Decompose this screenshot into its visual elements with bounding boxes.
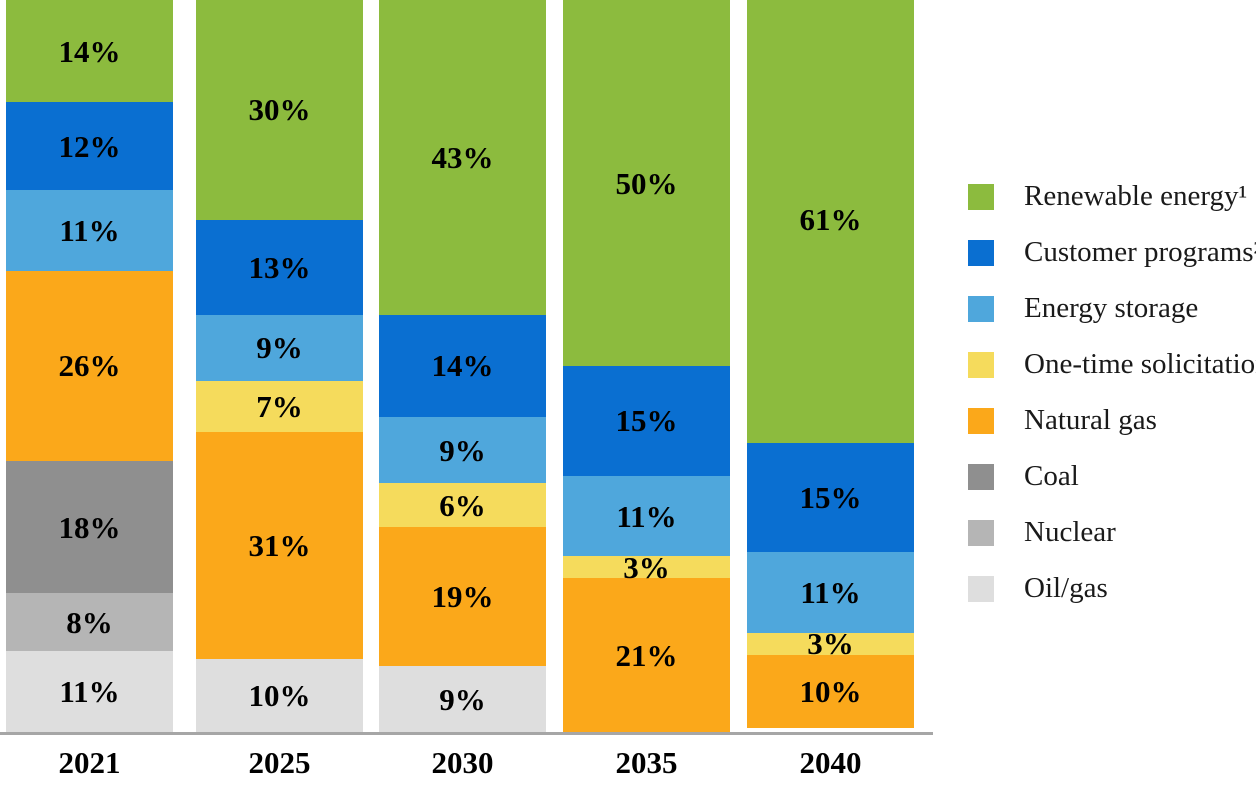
legend-label: One-time solicitation³ — [1024, 348, 1256, 380]
segment-renewable-energy-2025: 30% — [196, 0, 363, 220]
segment-value-label: 9% — [439, 432, 486, 468]
segment-customer-programs-2030: 14% — [379, 314, 546, 418]
legend-item-natural-gas: Natural gas — [968, 404, 1256, 436]
legend-item-energy-storage: Energy storage — [968, 292, 1256, 324]
legend-label: Energy storage — [1024, 292, 1199, 324]
segment-value-label: 15% — [799, 479, 862, 515]
segment-coal-2021: 18% — [6, 461, 173, 593]
segment-value-label: 8% — [66, 604, 113, 640]
legend-label: Coal — [1024, 460, 1079, 492]
segment-value-label: 13% — [248, 249, 311, 285]
segment-energy-storage-2040: 11% — [747, 552, 914, 633]
segment-value-label: 3% — [623, 549, 670, 585]
segment-value-label: 21% — [615, 637, 678, 673]
legend-swatch-oil-gas — [968, 575, 994, 602]
segment-natural-gas-2021: 26% — [6, 270, 173, 462]
segment-renewable-energy-2021: 14% — [6, 0, 173, 103]
segment-value-label: 11% — [59, 674, 120, 710]
segment-customer-programs-2035: 15% — [563, 366, 730, 476]
legend-swatch-customer-programs — [968, 239, 994, 266]
legend-swatch-natural-gas — [968, 407, 994, 434]
legend-item-coal: Coal — [968, 460, 1256, 492]
segment-oil-gas-2021: 11% — [6, 651, 173, 732]
segment-value-label: 3% — [807, 626, 854, 662]
segment-energy-storage-2025: 9% — [196, 314, 363, 381]
segment-value-label: 14% — [431, 348, 494, 384]
legend-swatch-one-time-solicitation — [968, 351, 994, 378]
segment-natural-gas-2035: 21% — [563, 578, 730, 732]
segment-oil-gas-2025: 10% — [196, 658, 363, 732]
segment-renewable-energy-2040: 61% — [747, 0, 914, 443]
x-axis-label-2025: 2025 — [248, 745, 311, 780]
segment-one-time-solicitation-2035: 3% — [563, 552, 730, 583]
segment-energy-storage-2035: 11% — [563, 475, 730, 557]
segment-value-label: 30% — [248, 92, 311, 128]
segment-value-label: 31% — [248, 527, 311, 563]
segment-value-label: 10% — [248, 677, 311, 713]
segment-renewable-energy-2030: 43% — [379, 0, 546, 315]
segment-natural-gas-2030: 19% — [379, 527, 546, 667]
segment-value-label: 43% — [431, 139, 494, 175]
segment-value-label: 9% — [439, 681, 486, 717]
legend-swatch-nuclear — [968, 519, 994, 546]
segment-one-time-solicitation-2030: 6% — [379, 483, 546, 527]
x-axis-baseline — [0, 732, 933, 735]
segment-value-label: 7% — [256, 388, 303, 424]
segment-one-time-solicitation-2040: 3% — [747, 628, 914, 659]
x-axis-label-2035: 2035 — [615, 745, 678, 780]
bar-2035: 50% 15% 11% 3% 21% — [563, 0, 730, 732]
legend-label: Nuclear — [1024, 516, 1116, 548]
legend-item-nuclear: Nuclear — [968, 516, 1256, 548]
legend-swatch-energy-storage — [968, 295, 994, 322]
segment-value-label: 12% — [58, 128, 121, 164]
segment-customer-programs-2025: 13% — [196, 219, 363, 315]
segment-value-label: 11% — [59, 213, 120, 249]
segment-nuclear-2021: 8% — [6, 592, 173, 652]
segment-customer-programs-2040: 15% — [747, 442, 914, 553]
segment-value-label: 61% — [799, 201, 862, 237]
segment-energy-storage-2030: 9% — [379, 417, 546, 484]
bar-2021: 14% 12% 11% 26% 18% 8% 11% — [6, 0, 173, 732]
legend: Renewable energy¹ Customer programs² Energ… — [968, 180, 1256, 631]
bar-2025: 30% 13% 9% 7% 31% 10% — [196, 0, 363, 732]
legend-label: Oil/gas — [1024, 572, 1108, 604]
legend-item-renewable-energy: Renewable energy¹ — [968, 180, 1256, 212]
legend-swatch-renewable-energy — [968, 183, 994, 210]
legend-item-customer-programs: Customer programs² — [968, 236, 1256, 268]
bar-2030: 43% 14% 9% 6% 19% 9% — [379, 0, 546, 732]
segment-value-label: 18% — [58, 509, 121, 545]
legend-label: Customer programs² — [1024, 236, 1256, 268]
segment-value-label: 9% — [256, 330, 303, 366]
legend-label: Renewable energy¹ — [1024, 180, 1248, 212]
x-axis-label-2040: 2040 — [799, 745, 862, 780]
segment-energy-storage-2021: 11% — [6, 190, 173, 271]
segment-value-label: 26% — [58, 348, 121, 384]
segment-value-label: 14% — [58, 33, 121, 69]
segment-natural-gas-2040: 10% — [747, 654, 914, 728]
legend-item-oil-gas: Oil/gas — [968, 572, 1256, 604]
segment-value-label: 6% — [439, 487, 486, 523]
segment-value-label: 11% — [616, 498, 677, 534]
plot-area: 14% 12% 11% 26% 18% 8% 11% 30% 13% 9% 7% 31% 10% 43% 1… — [0, 0, 933, 735]
segment-value-label: 19% — [431, 579, 494, 615]
segment-customer-programs-2021: 12% — [6, 102, 173, 191]
segment-value-label: 10% — [799, 673, 862, 709]
segment-value-label: 50% — [615, 165, 678, 201]
segment-renewable-energy-2035: 50% — [563, 0, 730, 366]
legend-item-one-time-solicitation: One-time solicitation³ — [968, 348, 1256, 380]
segment-one-time-solicitation-2025: 7% — [196, 380, 363, 432]
x-axis-label-2021: 2021 — [58, 745, 121, 780]
legend-swatch-coal — [968, 463, 994, 490]
segment-oil-gas-2030: 9% — [379, 666, 546, 732]
legend-label: Natural gas — [1024, 404, 1157, 436]
segment-natural-gas-2025: 31% — [196, 431, 363, 659]
segment-value-label: 15% — [615, 403, 678, 439]
segment-value-label: 11% — [800, 575, 861, 611]
x-axis-label-2030: 2030 — [431, 745, 494, 780]
bar-2040: 61% 15% 11% 3% 10% — [747, 0, 914, 728]
